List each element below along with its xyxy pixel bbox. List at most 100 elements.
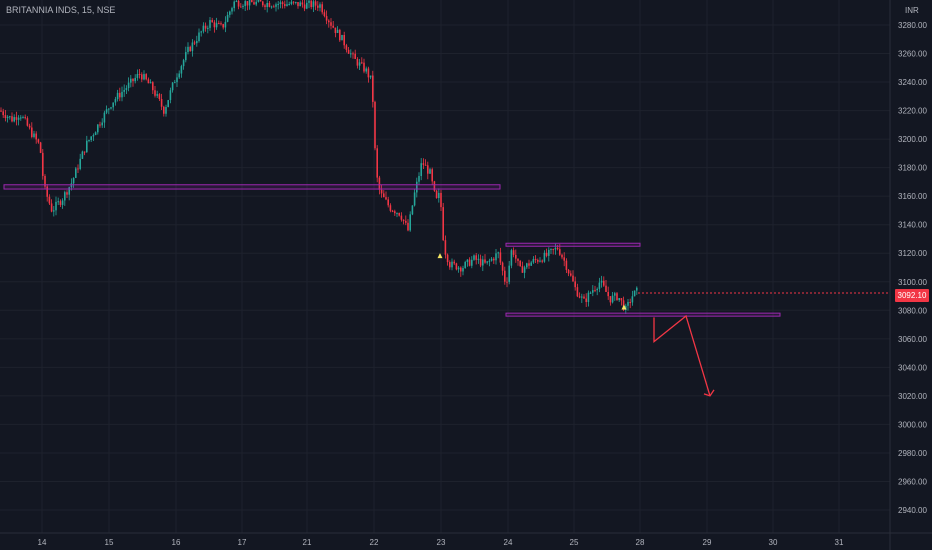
candle-body xyxy=(523,267,526,273)
candle-body xyxy=(484,259,486,263)
candle-body xyxy=(92,135,95,137)
candle-body xyxy=(198,32,200,42)
candle-body xyxy=(570,273,572,276)
candle-body xyxy=(281,2,284,5)
candle-body xyxy=(79,158,81,169)
candle-body xyxy=(262,1,264,6)
candle-body xyxy=(308,0,310,3)
candle-body xyxy=(167,100,169,108)
candle-body xyxy=(418,176,420,182)
candle-body xyxy=(136,74,139,78)
candle-body xyxy=(114,99,117,103)
candle-body xyxy=(356,58,359,66)
candle-body xyxy=(462,268,464,272)
candle-body xyxy=(39,142,42,153)
candle-body xyxy=(473,255,475,260)
candle-body xyxy=(578,296,581,298)
marker-triangle xyxy=(437,253,443,259)
candle-body xyxy=(264,5,266,7)
candle-body xyxy=(341,34,343,41)
candle-body xyxy=(572,275,574,282)
candle-body xyxy=(380,189,383,194)
candle-body xyxy=(372,75,374,102)
candle-body xyxy=(226,14,229,22)
candle-body xyxy=(589,292,592,294)
zone-rectangle xyxy=(505,312,781,317)
candle-body xyxy=(185,52,187,61)
candle-body xyxy=(77,168,79,170)
candle-body xyxy=(600,280,603,283)
candle-body xyxy=(97,124,99,133)
candle-body xyxy=(116,92,119,100)
candle-body xyxy=(53,210,55,212)
candle-body xyxy=(530,262,532,266)
candle-body xyxy=(20,117,22,119)
candle-body xyxy=(350,53,352,55)
candle-body xyxy=(22,117,24,119)
candle-body xyxy=(559,249,561,255)
candle-body xyxy=(42,152,44,176)
candle-body xyxy=(347,49,350,54)
candle-body xyxy=(336,29,339,33)
candle-body xyxy=(90,136,92,140)
x-tick-label: 28 xyxy=(636,538,645,547)
candle-body xyxy=(330,22,332,26)
candle-body xyxy=(108,108,110,110)
x-tick-label: 17 xyxy=(238,538,247,547)
y-tick-label: 3100.00 xyxy=(898,278,927,287)
y-tick-label: 3120.00 xyxy=(898,249,927,258)
candle-body xyxy=(103,112,106,123)
candle-body xyxy=(61,200,64,205)
candle-body xyxy=(554,247,557,250)
candle-body xyxy=(376,148,378,178)
candle-body xyxy=(358,62,361,66)
candle-body xyxy=(257,0,260,2)
candle-body xyxy=(504,270,506,282)
candle-body xyxy=(506,281,508,283)
candle-body xyxy=(633,290,636,297)
candle-body xyxy=(545,252,548,256)
candle-body xyxy=(471,259,473,266)
candle-body xyxy=(475,255,477,260)
x-tick-label: 24 xyxy=(504,538,513,547)
candle-body xyxy=(501,262,504,271)
candle-body xyxy=(541,260,543,262)
candle-body xyxy=(154,90,156,96)
projection-arrowhead xyxy=(703,389,715,397)
y-tick-label: 3140.00 xyxy=(898,221,927,230)
candle-body xyxy=(556,247,559,250)
x-tick-label: 29 xyxy=(703,538,712,547)
candle-body xyxy=(202,25,205,32)
candle-body xyxy=(332,25,334,28)
candle-body xyxy=(24,117,26,119)
projection-path xyxy=(653,314,711,397)
candle-body xyxy=(119,92,121,98)
candle-body xyxy=(607,291,609,297)
candle-body xyxy=(585,298,587,303)
candle-body xyxy=(224,21,227,28)
candle-body xyxy=(455,263,458,270)
candle-body xyxy=(9,116,11,118)
candle-body xyxy=(251,0,253,3)
candle-body xyxy=(233,1,235,9)
candle-body xyxy=(515,254,517,259)
last-price-badge: 3092.10 xyxy=(895,289,929,302)
candle-body xyxy=(411,205,414,215)
candle-body xyxy=(550,248,552,250)
candle-body xyxy=(231,8,233,12)
zone-rectangle xyxy=(3,184,501,190)
y-tick-label: 3200.00 xyxy=(898,135,927,144)
candle-body xyxy=(147,79,150,84)
symbol-label: BRITANNIA INDS, 15, NSE xyxy=(6,5,116,15)
candle-body xyxy=(64,192,66,201)
candle-body xyxy=(521,266,524,273)
candle-body xyxy=(182,60,185,67)
y-tick-label: 3000.00 xyxy=(898,420,927,429)
candle-body xyxy=(279,2,282,4)
candle-body xyxy=(596,288,598,291)
candle-body xyxy=(123,89,125,92)
y-tick-label: 3260.00 xyxy=(898,50,927,59)
candle-body xyxy=(297,2,299,7)
candle-body xyxy=(334,27,337,33)
